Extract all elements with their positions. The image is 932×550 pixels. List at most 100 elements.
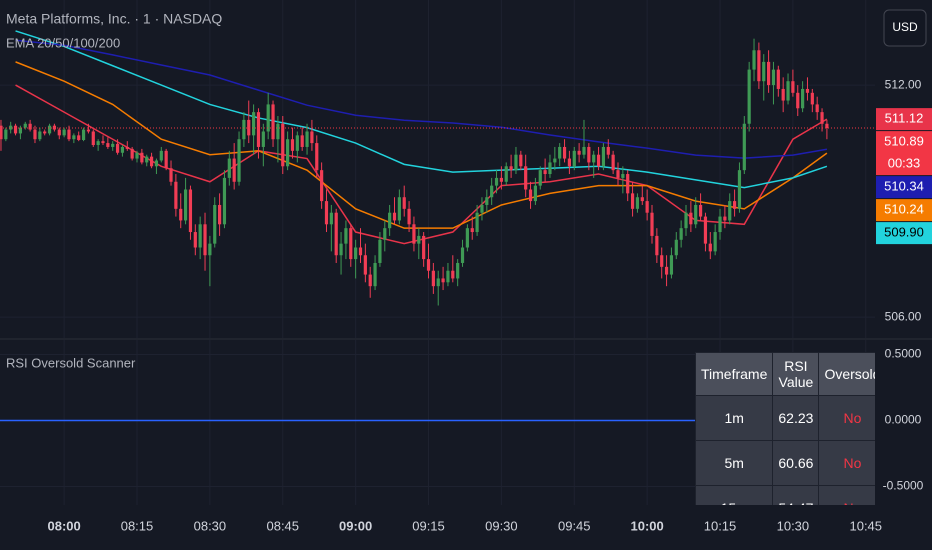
table-cell: 5m: [695, 440, 774, 486]
candle-body: [621, 174, 625, 178]
scanner-table: Timeframe RSI Value Oversold 1m 62.23 No 5m 60.…: [695, 340, 875, 505]
table-cell: 60.66: [772, 440, 820, 486]
candle-body: [183, 189, 188, 221]
candle-body: [703, 216, 708, 244]
candle-body: [164, 150, 168, 169]
candle-body: [723, 216, 727, 221]
candle-body: [752, 50, 756, 70]
candle-body: [383, 228, 387, 240]
candle-body: [43, 131, 47, 134]
price-tag-label: 510.89: [884, 134, 924, 149]
x-tick-label: 10:15: [704, 518, 737, 533]
currency-label[interactable]: USD: [892, 20, 918, 34]
candle-body: [242, 119, 246, 140]
candle-body: [315, 143, 319, 171]
candle-body: [261, 131, 265, 147]
candle-body: [344, 228, 348, 244]
candle-body: [417, 235, 421, 244]
candle-body: [543, 170, 547, 175]
candle-body: [645, 201, 649, 213]
price-tag: [876, 131, 932, 176]
candle-body: [422, 235, 426, 260]
candle-body: [689, 212, 693, 225]
candle-body: [18, 127, 23, 134]
currency-button[interactable]: [883, 9, 927, 47]
table-row: 5m 60.66 No: [695, 440, 875, 486]
candle-body: [655, 235, 659, 256]
candle-body: [38, 131, 42, 140]
candle-body: [0, 125, 3, 140]
table-cell: No: [818, 395, 875, 441]
candle-body: [290, 139, 295, 151]
y-tick-label: 506.00: [885, 309, 922, 323]
candle-body: [213, 204, 217, 244]
candle-body: [276, 123, 280, 140]
candle-body: [77, 135, 81, 140]
candle-body: [592, 154, 596, 163]
x-tick-label: 09:00: [339, 518, 372, 533]
candle-body: [358, 247, 363, 256]
candle-body: [728, 201, 732, 221]
candle-body: [815, 104, 819, 113]
candle-body: [33, 129, 37, 140]
candle-body: [611, 154, 615, 171]
candle-body: [616, 170, 620, 178]
candle-body: [533, 185, 537, 202]
candle-body: [67, 129, 71, 140]
candle-body: [801, 88, 805, 109]
candle-body: [81, 129, 86, 140]
candle-body: [456, 262, 460, 279]
candle-body: [499, 177, 503, 182]
candle-body: [528, 189, 533, 202]
candle-body: [767, 61, 771, 86]
candle-body: [349, 228, 353, 260]
candle-body: [4, 129, 8, 140]
candle-body: [115, 143, 120, 153]
candle-body: [111, 143, 115, 147]
candle-body: [475, 212, 479, 233]
candle-body: [130, 148, 134, 159]
candle-body: [252, 112, 256, 136]
x-tick-label: 08:30: [194, 518, 227, 533]
y-tick-label: 512.00: [885, 77, 922, 91]
candle-body: [179, 208, 183, 221]
ema-line: [15, 61, 828, 229]
candle-body: [480, 204, 484, 213]
candle-body: [62, 129, 66, 136]
candle-body: [713, 232, 717, 252]
price-tag: [876, 108, 932, 131]
candle-body: [762, 61, 766, 82]
price-tag-label: 510.24: [884, 202, 924, 217]
candle-body: [13, 125, 18, 134]
table: Timeframe RSI Value Oversold 1m 62.23 No 5m 60.…: [695, 352, 875, 505]
candle-body: [494, 177, 499, 186]
x-tick-label: 09:30: [485, 518, 518, 533]
indicator-legend: EMA 20/50/100/200: [6, 35, 120, 50]
price-tag-label: 511.12: [885, 111, 924, 126]
candle-body: [354, 247, 358, 260]
table-cell: 54.47: [772, 485, 820, 505]
candle-body: [431, 270, 435, 287]
candle-body: [392, 212, 397, 221]
candle-body: [470, 228, 474, 233]
x-tick-label: 09:45: [558, 518, 591, 533]
price-tag-label: 509.90: [884, 225, 924, 240]
candle-body: [630, 193, 635, 209]
candle-body: [193, 232, 197, 248]
candle-body: [198, 224, 202, 248]
candle-body: [582, 146, 586, 155]
candle-body: [135, 152, 139, 159]
x-tick-label: 10:30: [777, 518, 810, 533]
candle-body: [227, 158, 231, 178]
candle-body: [460, 247, 465, 263]
candle-body: [47, 125, 52, 134]
column-header: RSI Value: [772, 352, 820, 396]
candle-body: [300, 135, 304, 147]
candle-body: [203, 224, 207, 256]
candle-body: [514, 154, 518, 171]
table-cell: No: [818, 485, 875, 505]
candle-body: [732, 201, 737, 209]
candle-body: [718, 216, 722, 233]
